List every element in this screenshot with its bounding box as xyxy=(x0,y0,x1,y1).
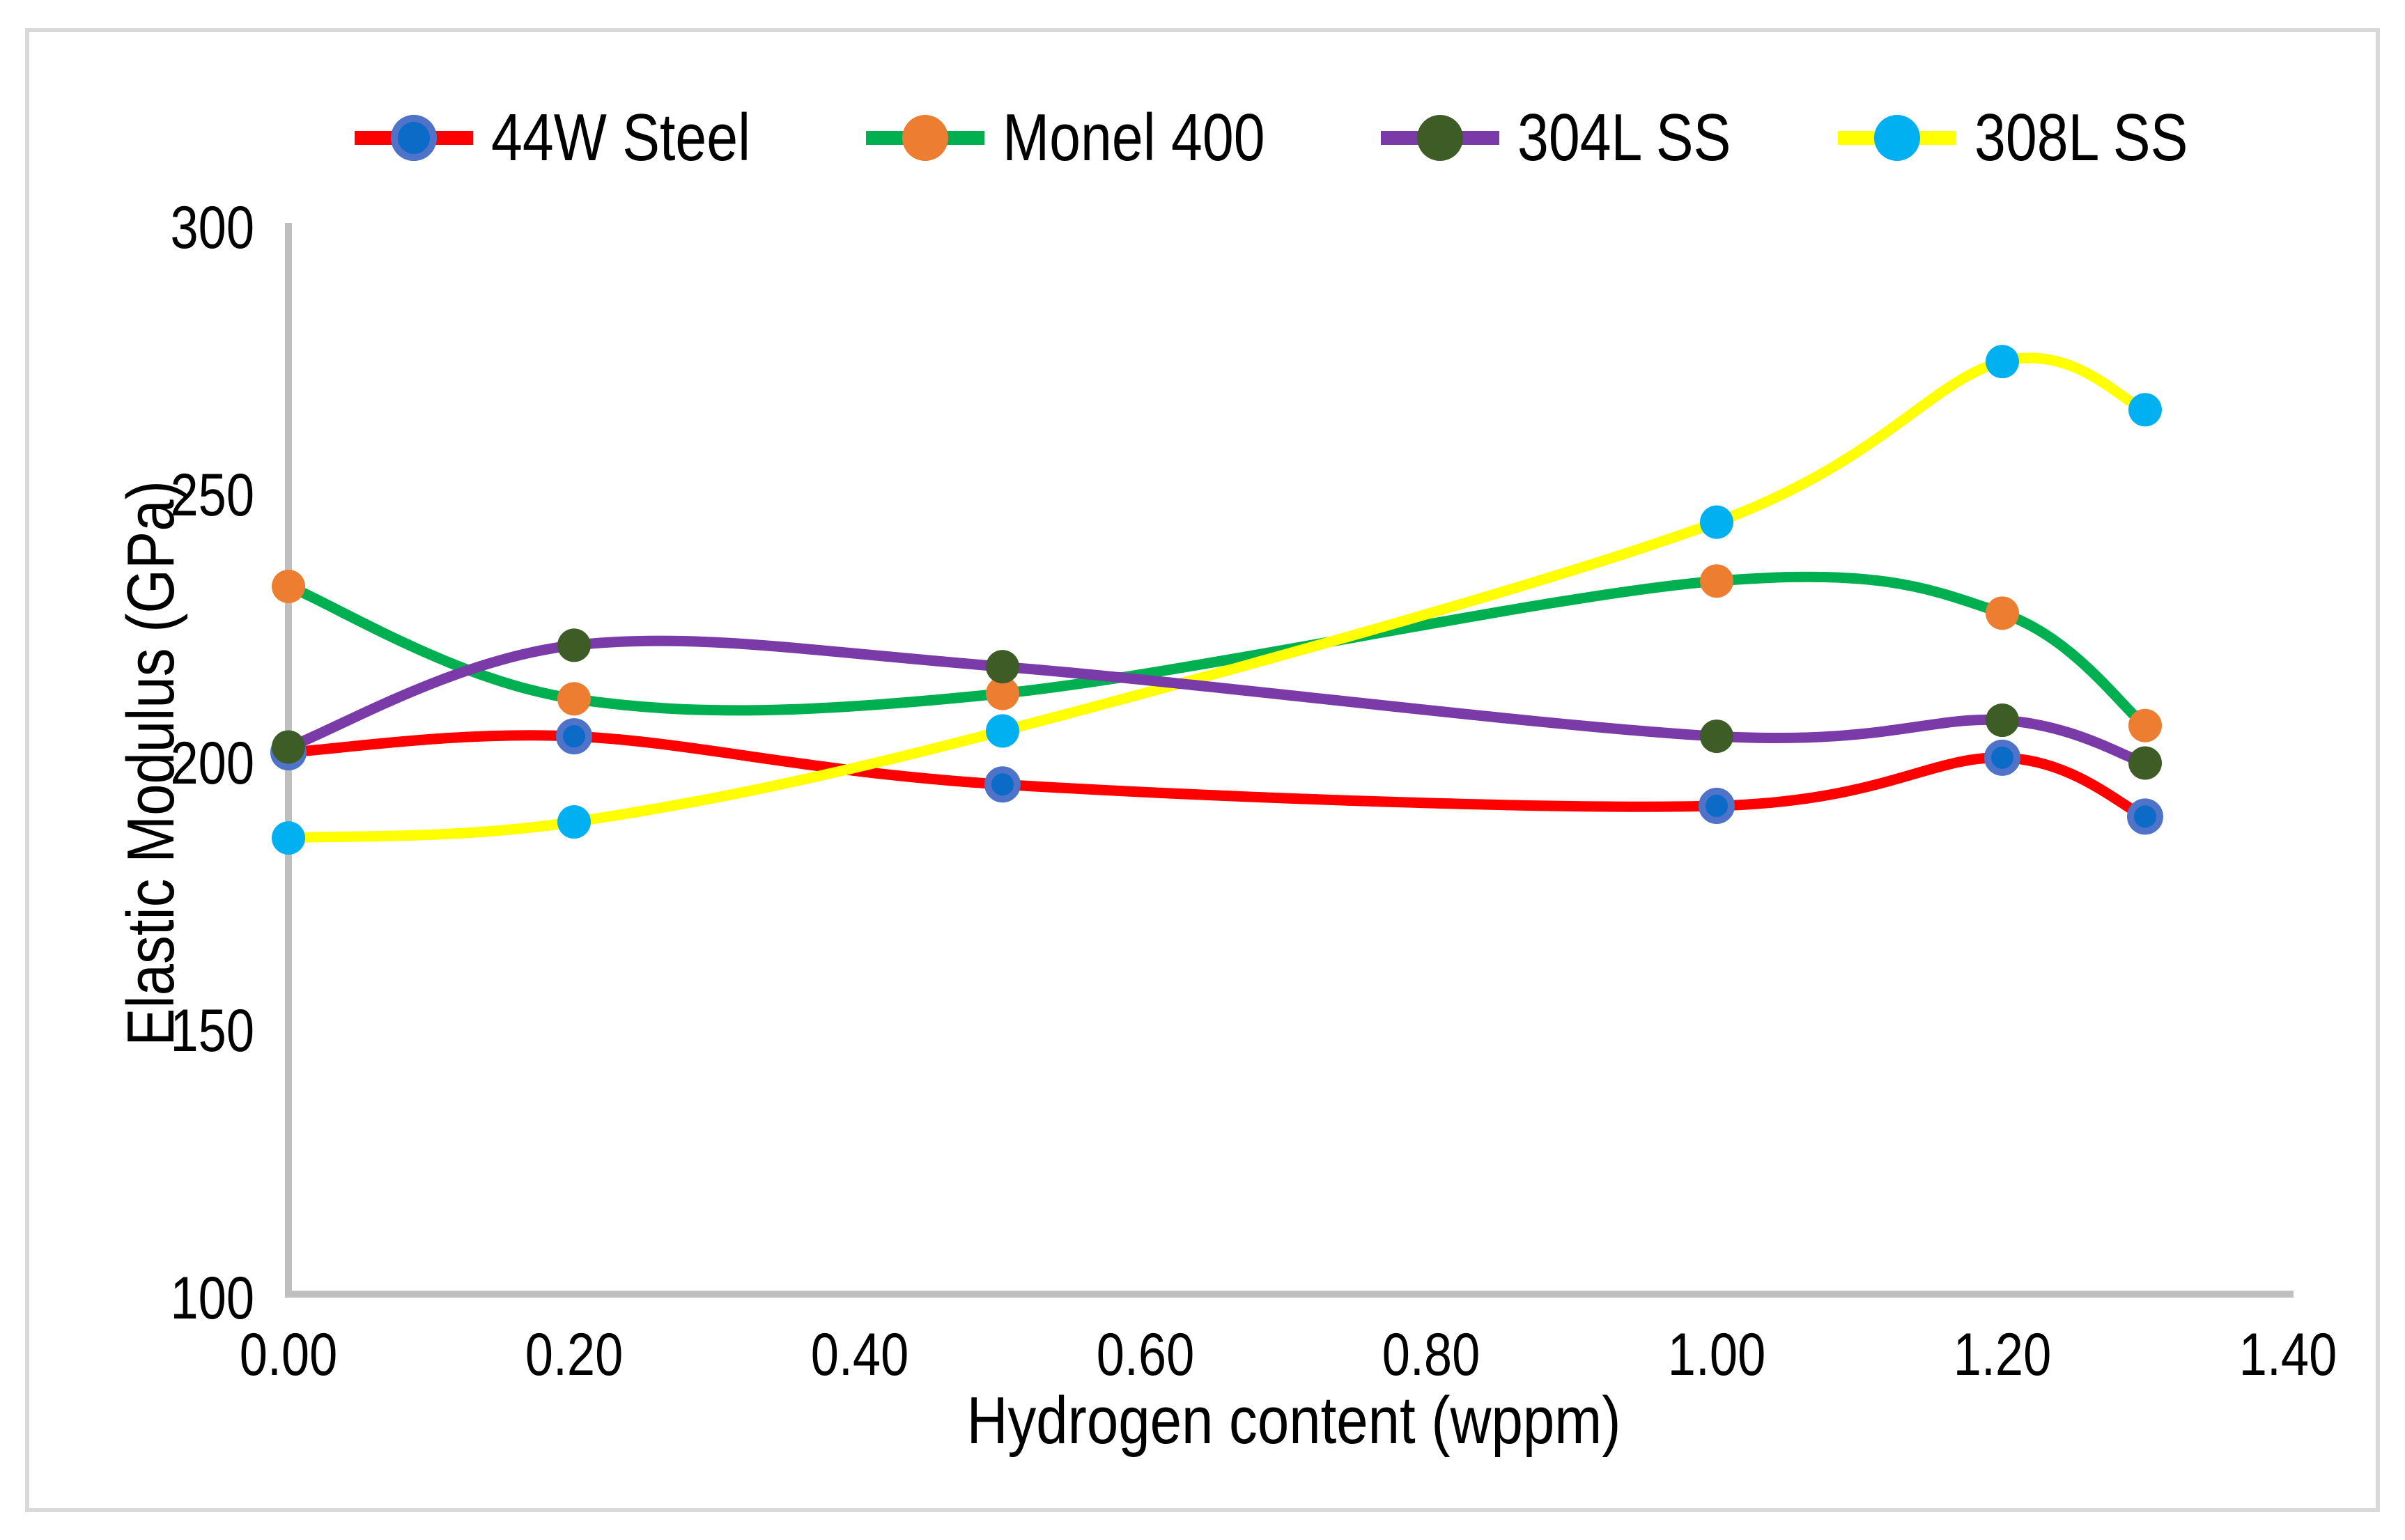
x-tick-label: 0.60 xyxy=(1096,1321,1195,1388)
data-point-Monel 400 xyxy=(986,676,1019,710)
data-point-304L SS xyxy=(557,628,591,662)
chart-legend: 44W Steel Monel 400 304L SS 308L SS xyxy=(288,89,2295,187)
legend-label: 304L SS xyxy=(1517,100,1731,175)
legend-item-304l-ss: 304L SS xyxy=(1381,96,1772,180)
figure-border xyxy=(25,28,2380,1512)
y-tick-label: 200 xyxy=(170,729,254,797)
data-point-304L SS xyxy=(2128,746,2162,780)
data-point-308L SS xyxy=(1700,505,1733,539)
data-point-Monel 400 xyxy=(557,682,591,716)
y-tick-label: 150 xyxy=(170,997,254,1064)
legend-marker-icon xyxy=(902,115,949,161)
series-line-304L SS xyxy=(283,635,2151,768)
data-point-Monel 400 xyxy=(272,569,305,603)
data-point-308L SS xyxy=(2128,393,2162,427)
legend-line-swatch xyxy=(355,115,474,161)
data-point-44W Steel xyxy=(1699,787,1735,824)
x-tick-label: 1.20 xyxy=(1953,1321,2052,1388)
x-tick-label: 1.00 xyxy=(1667,1321,1766,1388)
y-tick-label: 300 xyxy=(170,194,254,261)
y-tick-label: 250 xyxy=(170,462,254,529)
legend-label: Monel 400 xyxy=(1003,100,1265,175)
data-point-Monel 400 xyxy=(1986,596,2019,630)
data-point-304L SS xyxy=(272,730,305,764)
legend-label: 308L SS xyxy=(1974,100,2188,175)
data-point-Monel 400 xyxy=(1700,564,1733,598)
data-point-44W Steel xyxy=(2127,798,2163,835)
y-tick-label: 100 xyxy=(170,1265,254,1332)
data-point-308L SS xyxy=(986,714,1019,748)
legend-item-44w-steel: 44W Steel xyxy=(355,96,800,180)
legend-line-swatch xyxy=(1381,115,1500,161)
legend-line-swatch xyxy=(866,115,985,161)
x-tick-label: 0.00 xyxy=(239,1321,338,1388)
data-point-304L SS xyxy=(1986,703,2019,738)
data-point-308L SS xyxy=(272,821,305,855)
data-point-308L SS xyxy=(1986,345,2019,379)
series-line-308L SS xyxy=(283,352,2151,843)
data-point-44W Steel xyxy=(556,718,592,755)
data-point-304L SS xyxy=(1700,720,1733,754)
data-point-304L SS xyxy=(986,650,1019,684)
data-point-308L SS xyxy=(557,805,591,839)
y-axis-title: Elastic Modulus (GPa) xyxy=(114,481,188,1046)
legend-item-monel-400: Monel 400 xyxy=(866,96,1315,180)
x-tick-label: 1.40 xyxy=(2238,1321,2337,1388)
legend-item-308l-ss: 308L SS xyxy=(1838,96,2229,180)
data-point-44W Steel xyxy=(1984,739,2020,776)
data-point-Monel 400 xyxy=(2128,708,2162,742)
legend-label: 44W Steel xyxy=(491,100,751,175)
x-tick-label: 0.40 xyxy=(810,1321,909,1388)
data-point-44W Steel xyxy=(984,766,1021,803)
x-tick-label: 0.20 xyxy=(525,1321,624,1388)
legend-line-swatch xyxy=(1838,115,1957,161)
x-tick-label: 0.80 xyxy=(1382,1321,1480,1388)
legend-marker-icon xyxy=(1874,115,1921,161)
legend-marker-icon xyxy=(391,115,438,161)
x-axis-title: Hydrogen content (wppm) xyxy=(966,1383,1621,1458)
legend-marker-icon xyxy=(1417,115,1464,161)
